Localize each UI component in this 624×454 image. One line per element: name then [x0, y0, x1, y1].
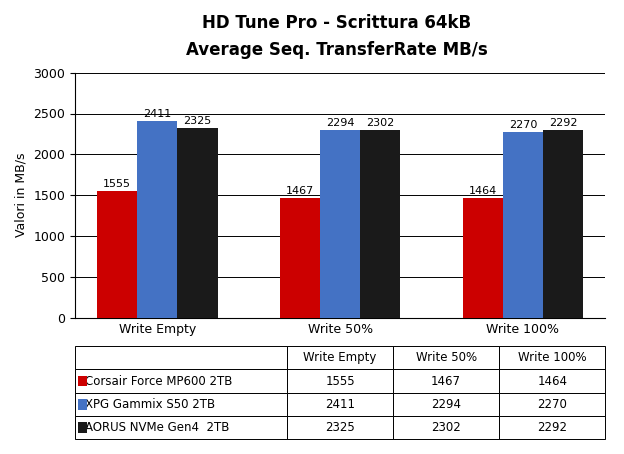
Text: Average Seq. TransferRate MB/s: Average Seq. TransferRate MB/s	[186, 41, 488, 59]
Bar	[462, 198, 503, 318]
Bar	[177, 128, 218, 318]
Bar	[503, 132, 543, 318]
Bar	[97, 191, 137, 318]
Bar	[543, 130, 583, 318]
Text: 2270: 2270	[509, 120, 537, 130]
Bar	[137, 121, 177, 318]
Bar	[320, 130, 360, 318]
Text: 2302: 2302	[366, 118, 394, 128]
Text: 2292: 2292	[549, 118, 577, 128]
Text: 1467: 1467	[286, 186, 314, 196]
Text: 1555: 1555	[103, 179, 131, 189]
Y-axis label: Valori in MB/s: Valori in MB/s	[15, 153, 27, 237]
Bar	[280, 198, 320, 318]
Bar	[360, 130, 401, 318]
Text: 2294: 2294	[326, 118, 354, 128]
Text: 2325: 2325	[183, 116, 212, 126]
Text: HD Tune Pro - Scrittura 64kB: HD Tune Pro - Scrittura 64kB	[202, 14, 472, 32]
Text: 1464: 1464	[469, 186, 497, 196]
Text: 2411: 2411	[143, 109, 172, 119]
